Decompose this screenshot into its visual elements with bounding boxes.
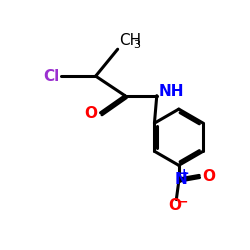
Text: CH: CH xyxy=(119,33,141,48)
Text: NH: NH xyxy=(159,84,184,99)
Text: 3: 3 xyxy=(133,40,140,50)
Text: −: − xyxy=(178,196,188,208)
Text: Cl: Cl xyxy=(43,68,59,84)
Text: N: N xyxy=(174,172,187,187)
Text: O: O xyxy=(84,106,98,122)
Text: +: + xyxy=(179,168,190,180)
Text: O: O xyxy=(168,198,181,213)
Text: O: O xyxy=(202,169,215,184)
